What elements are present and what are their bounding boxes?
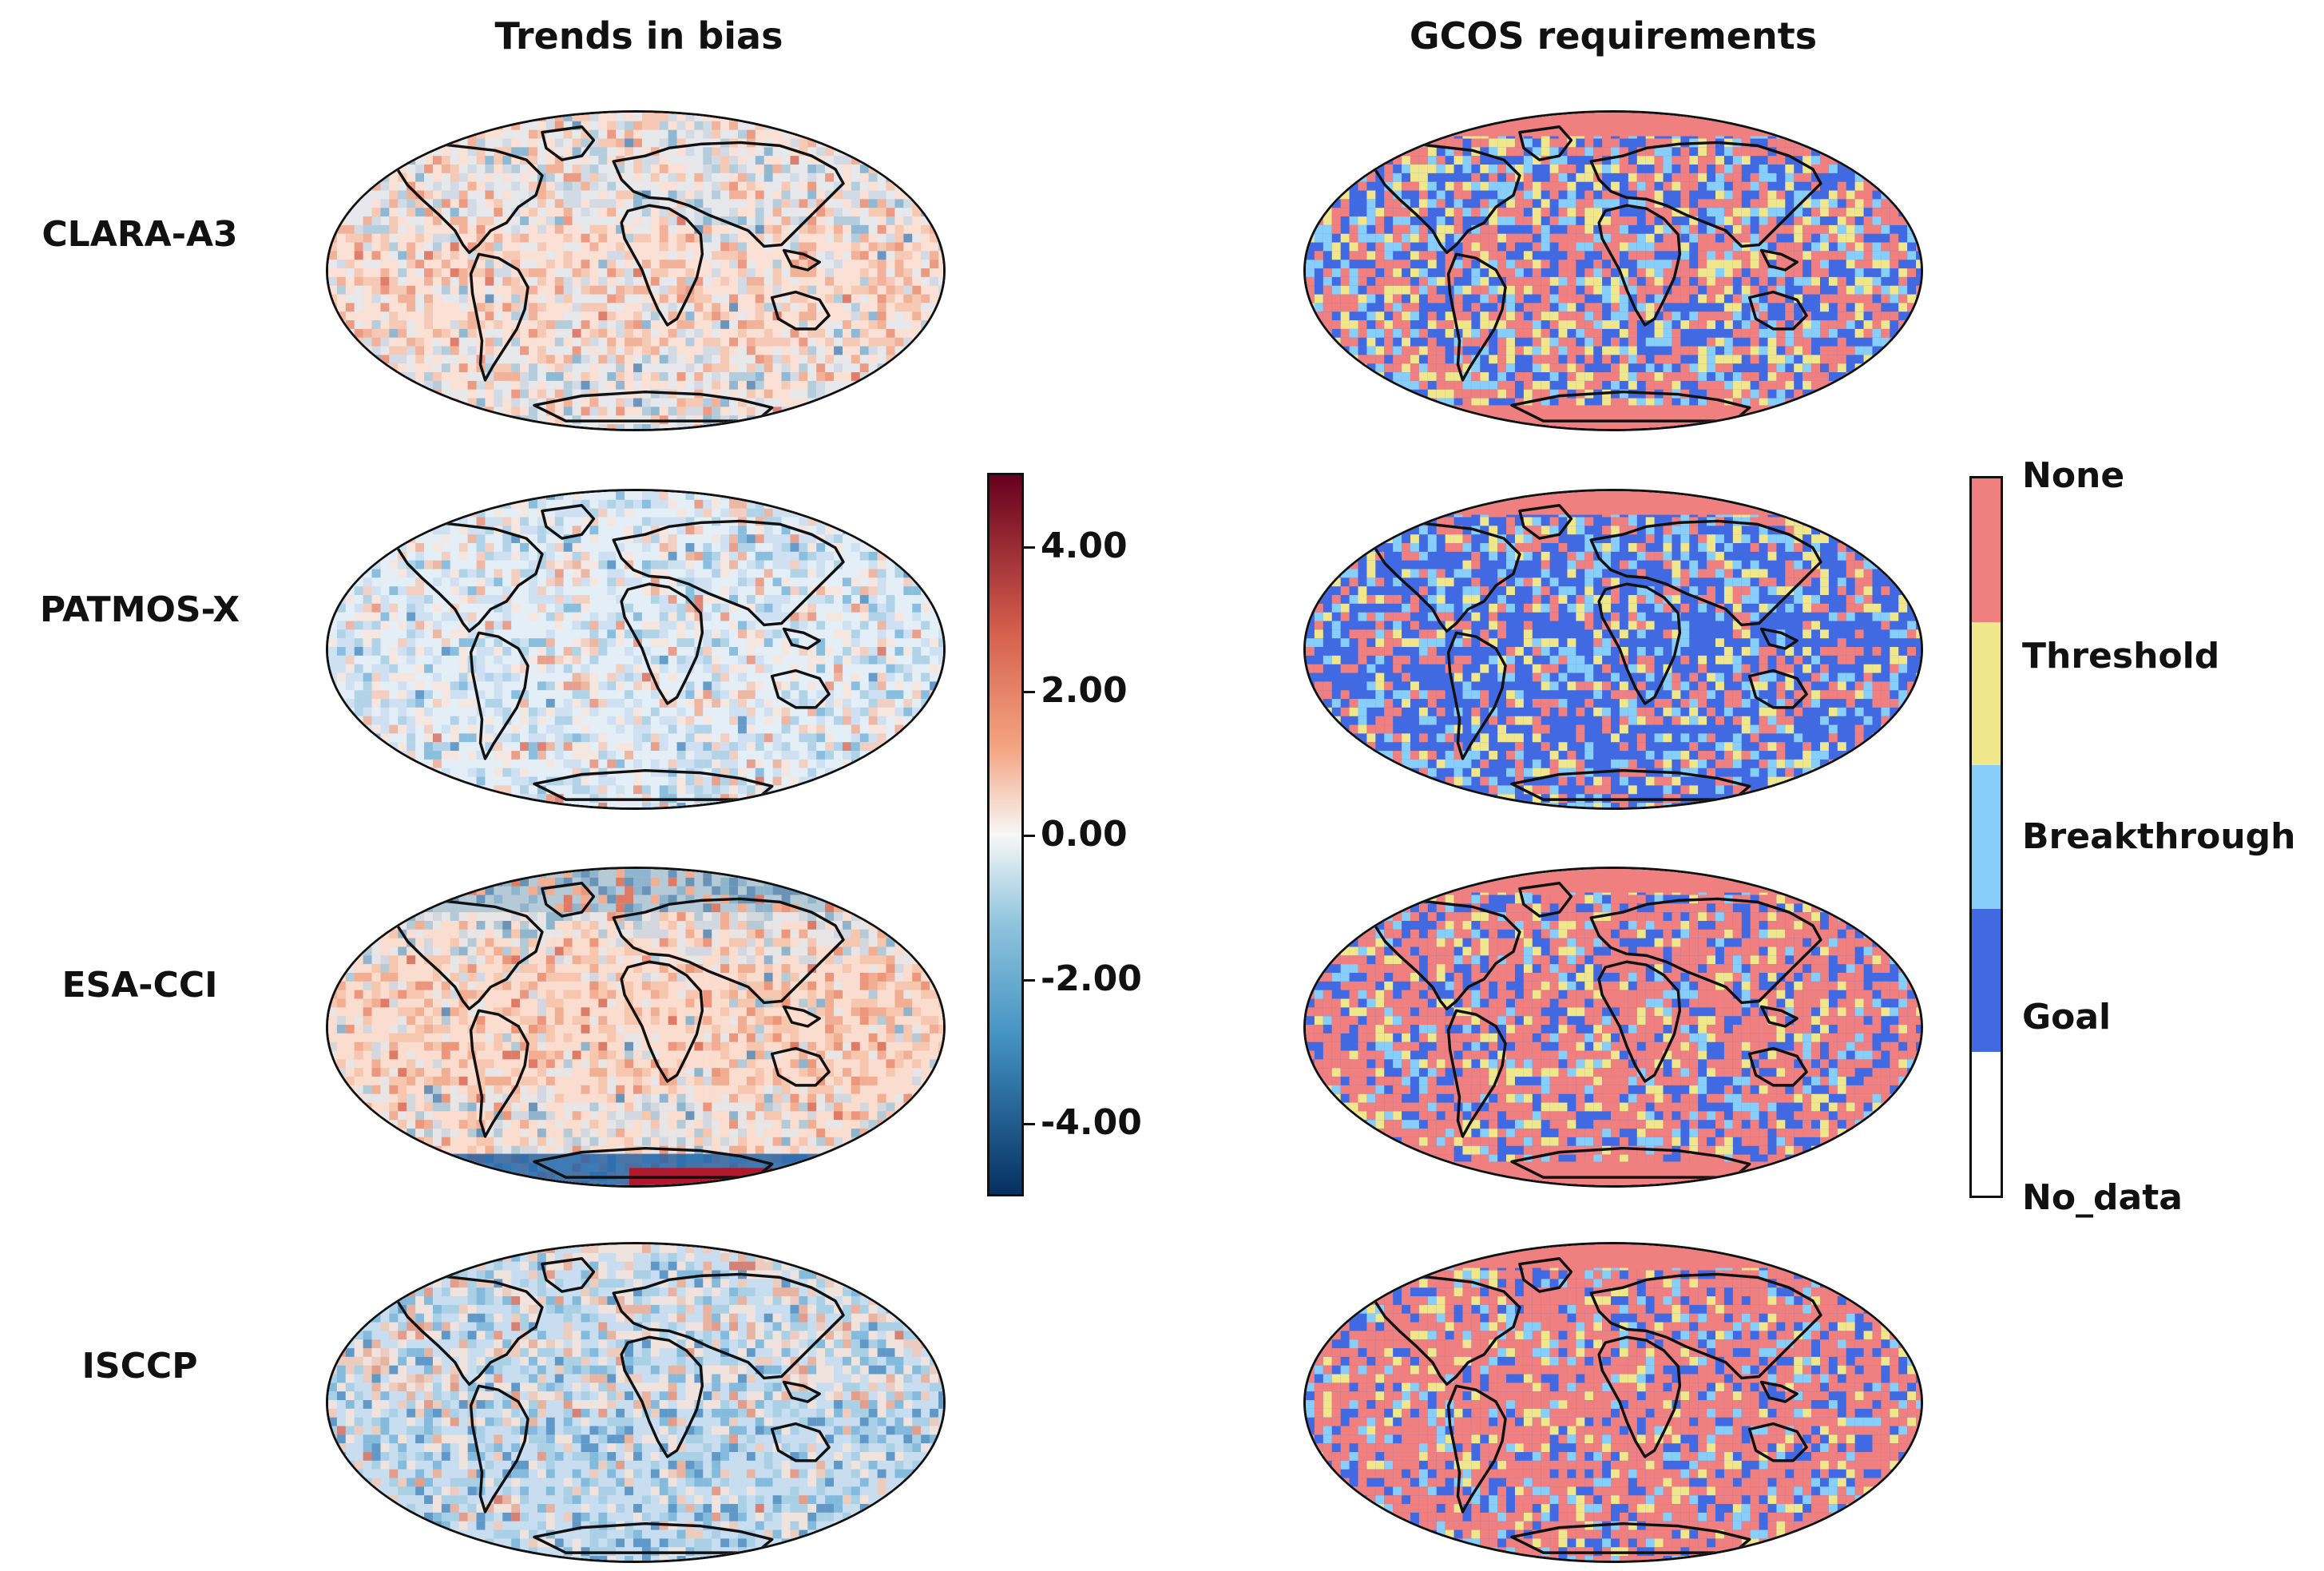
gcos-swatch-breakthrough: [1972, 765, 2001, 909]
bias-tick-label: 2.00: [1041, 670, 1128, 711]
bias-tick-mark: [1024, 546, 1035, 549]
gcos-label-no-data: No_data: [2022, 1177, 2183, 1218]
bias-tick-label: -2.00: [1041, 958, 1142, 999]
gcos-label-goal: Goal: [2022, 997, 2112, 1037]
gcos-swatch-none: [1972, 478, 2001, 622]
row-label-patmos-x: PATMOS-X: [39, 589, 240, 630]
gcos-map-patmos-x: [1303, 489, 1923, 810]
bias-tick-label: 0.00: [1041, 814, 1128, 855]
gcos-swatch-threshold: [1972, 621, 2001, 766]
bias-map-isccp: [326, 1242, 946, 1563]
bias-tick-label: 4.00: [1041, 526, 1128, 566]
bias-map-esa-cci: [326, 867, 946, 1188]
bias-tick-mark: [1024, 979, 1035, 982]
gcos-map-isccp: [1303, 1242, 1923, 1563]
bias-map-patmos-x: [326, 489, 946, 810]
bias-tick-mark: [1024, 835, 1035, 837]
bias-colorbar: [987, 473, 1024, 1196]
gcos-label-none: None: [2022, 455, 2125, 496]
gcos-swatch-no-data: [1972, 1052, 2001, 1196]
bias-tick-label: -4.00: [1041, 1102, 1142, 1143]
bias-tick-mark: [1024, 1123, 1035, 1125]
gcos-column-title: GCOS requirements: [1409, 14, 1818, 58]
row-label-esa-cci: ESA-CCI: [61, 965, 218, 1006]
gcos-label-threshold: Threshold: [2022, 636, 2220, 676]
gcos-map-esa-cci: [1303, 867, 1923, 1188]
gcos-colorbar: [1969, 476, 2003, 1198]
bias-column-title: Trends in bias: [494, 14, 783, 58]
bias-map-clara-a3: [326, 110, 946, 431]
row-label-clara-a3: CLARA-A3: [42, 214, 238, 255]
gcos-swatch-goal: [1972, 908, 2001, 1053]
gcos-label-breakthrough: Breakthrough: [2022, 816, 2296, 857]
gcos-map-clara-a3: [1303, 110, 1923, 431]
bias-tick-mark: [1024, 691, 1035, 693]
row-label-isccp: ISCCP: [81, 1346, 198, 1387]
